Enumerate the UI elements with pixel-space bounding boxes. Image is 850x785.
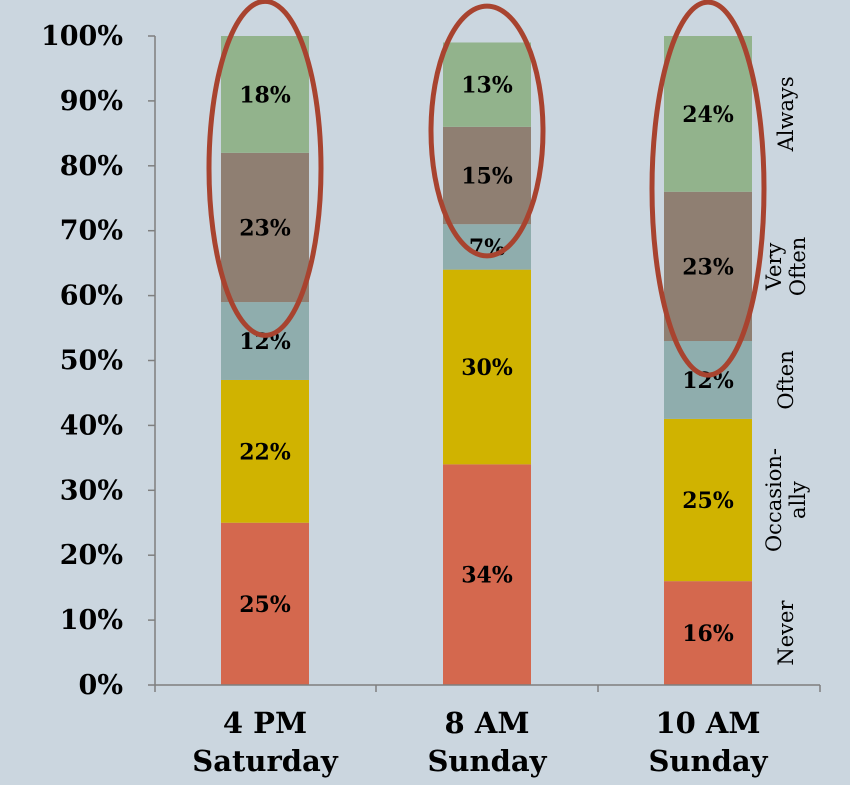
y-tick-label: 50% bbox=[60, 346, 123, 377]
x-category-label: 8 AM bbox=[445, 706, 530, 740]
y-tick-label: 40% bbox=[60, 410, 123, 441]
legend-label: Often bbox=[774, 350, 798, 409]
data-label: 25% bbox=[239, 592, 291, 618]
x-category-label: Sunday bbox=[648, 744, 768, 778]
x-category-label: Saturday bbox=[192, 744, 339, 778]
y-axis: 0% 10% 20% 30% 40% 50% 60% 70% 80% 90% 100% bbox=[41, 21, 156, 701]
highlight-ellipse bbox=[206, 0, 324, 338]
bar-segment-very-often bbox=[443, 126, 531, 225]
bar-segment-often bbox=[664, 341, 752, 419]
data-label: 23% bbox=[239, 215, 291, 241]
bar-segment-always bbox=[664, 36, 752, 192]
legend-label: Very bbox=[762, 242, 786, 291]
data-label: 16% bbox=[682, 621, 734, 647]
x-axis: 4 PM Saturday 8 AM Sunday 10 AM Sunday bbox=[154, 684, 821, 778]
y-tick-label: 30% bbox=[60, 475, 123, 506]
segment-labels: 25%22%12%23%18%34%30%7%15%13%16%25%12%23… bbox=[239, 73, 734, 647]
y-tick-label: 100% bbox=[41, 21, 123, 52]
x-category-label: Sunday bbox=[427, 744, 547, 778]
bars bbox=[221, 36, 752, 685]
bar-segment-occasionally bbox=[664, 418, 752, 582]
y-tick-label: 80% bbox=[60, 151, 123, 182]
bar-segment-never bbox=[664, 581, 752, 685]
legend-label: Never bbox=[774, 600, 798, 666]
bar-segment-occasionally bbox=[443, 269, 531, 465]
data-label: 30% bbox=[461, 355, 513, 381]
data-label: 12% bbox=[682, 368, 734, 394]
highlight-ellipse bbox=[428, 3, 546, 259]
data-label: 24% bbox=[682, 102, 734, 128]
bar-segment-always bbox=[221, 36, 309, 153]
data-label: 34% bbox=[461, 563, 513, 589]
bar-segment-occasionally bbox=[221, 379, 309, 523]
data-label: 25% bbox=[682, 488, 734, 514]
legend-label: ally bbox=[786, 481, 810, 519]
data-label: 23% bbox=[682, 254, 734, 280]
data-label: 22% bbox=[239, 439, 291, 465]
data-label: 13% bbox=[461, 73, 513, 99]
legend-label: Occasion- bbox=[762, 448, 786, 552]
bar-segment-very-often bbox=[221, 152, 309, 303]
bar-segment-always bbox=[443, 42, 531, 127]
legend-label: Often bbox=[786, 237, 810, 296]
y-tick-label: 20% bbox=[60, 540, 123, 571]
y-tick-label: 10% bbox=[60, 605, 123, 636]
y-tick-label: 60% bbox=[60, 281, 123, 312]
legend-label: Always bbox=[774, 76, 798, 152]
bar-segment-never bbox=[443, 464, 531, 685]
y-tick-label: 0% bbox=[79, 670, 123, 701]
data-label: 18% bbox=[239, 82, 291, 108]
y-tick-label: 70% bbox=[60, 216, 123, 247]
bar-segment-very-often bbox=[664, 191, 752, 342]
bar-segment-often bbox=[443, 224, 531, 270]
highlight-ellipse bbox=[649, 0, 767, 378]
highlight-ellipses bbox=[206, 0, 767, 378]
y-tick-label: 90% bbox=[60, 86, 123, 117]
bar-segment-never bbox=[221, 522, 309, 685]
x-category-label: 4 PM bbox=[223, 706, 307, 740]
x-category-label: 10 AM bbox=[655, 706, 760, 740]
data-label: 15% bbox=[461, 164, 513, 190]
